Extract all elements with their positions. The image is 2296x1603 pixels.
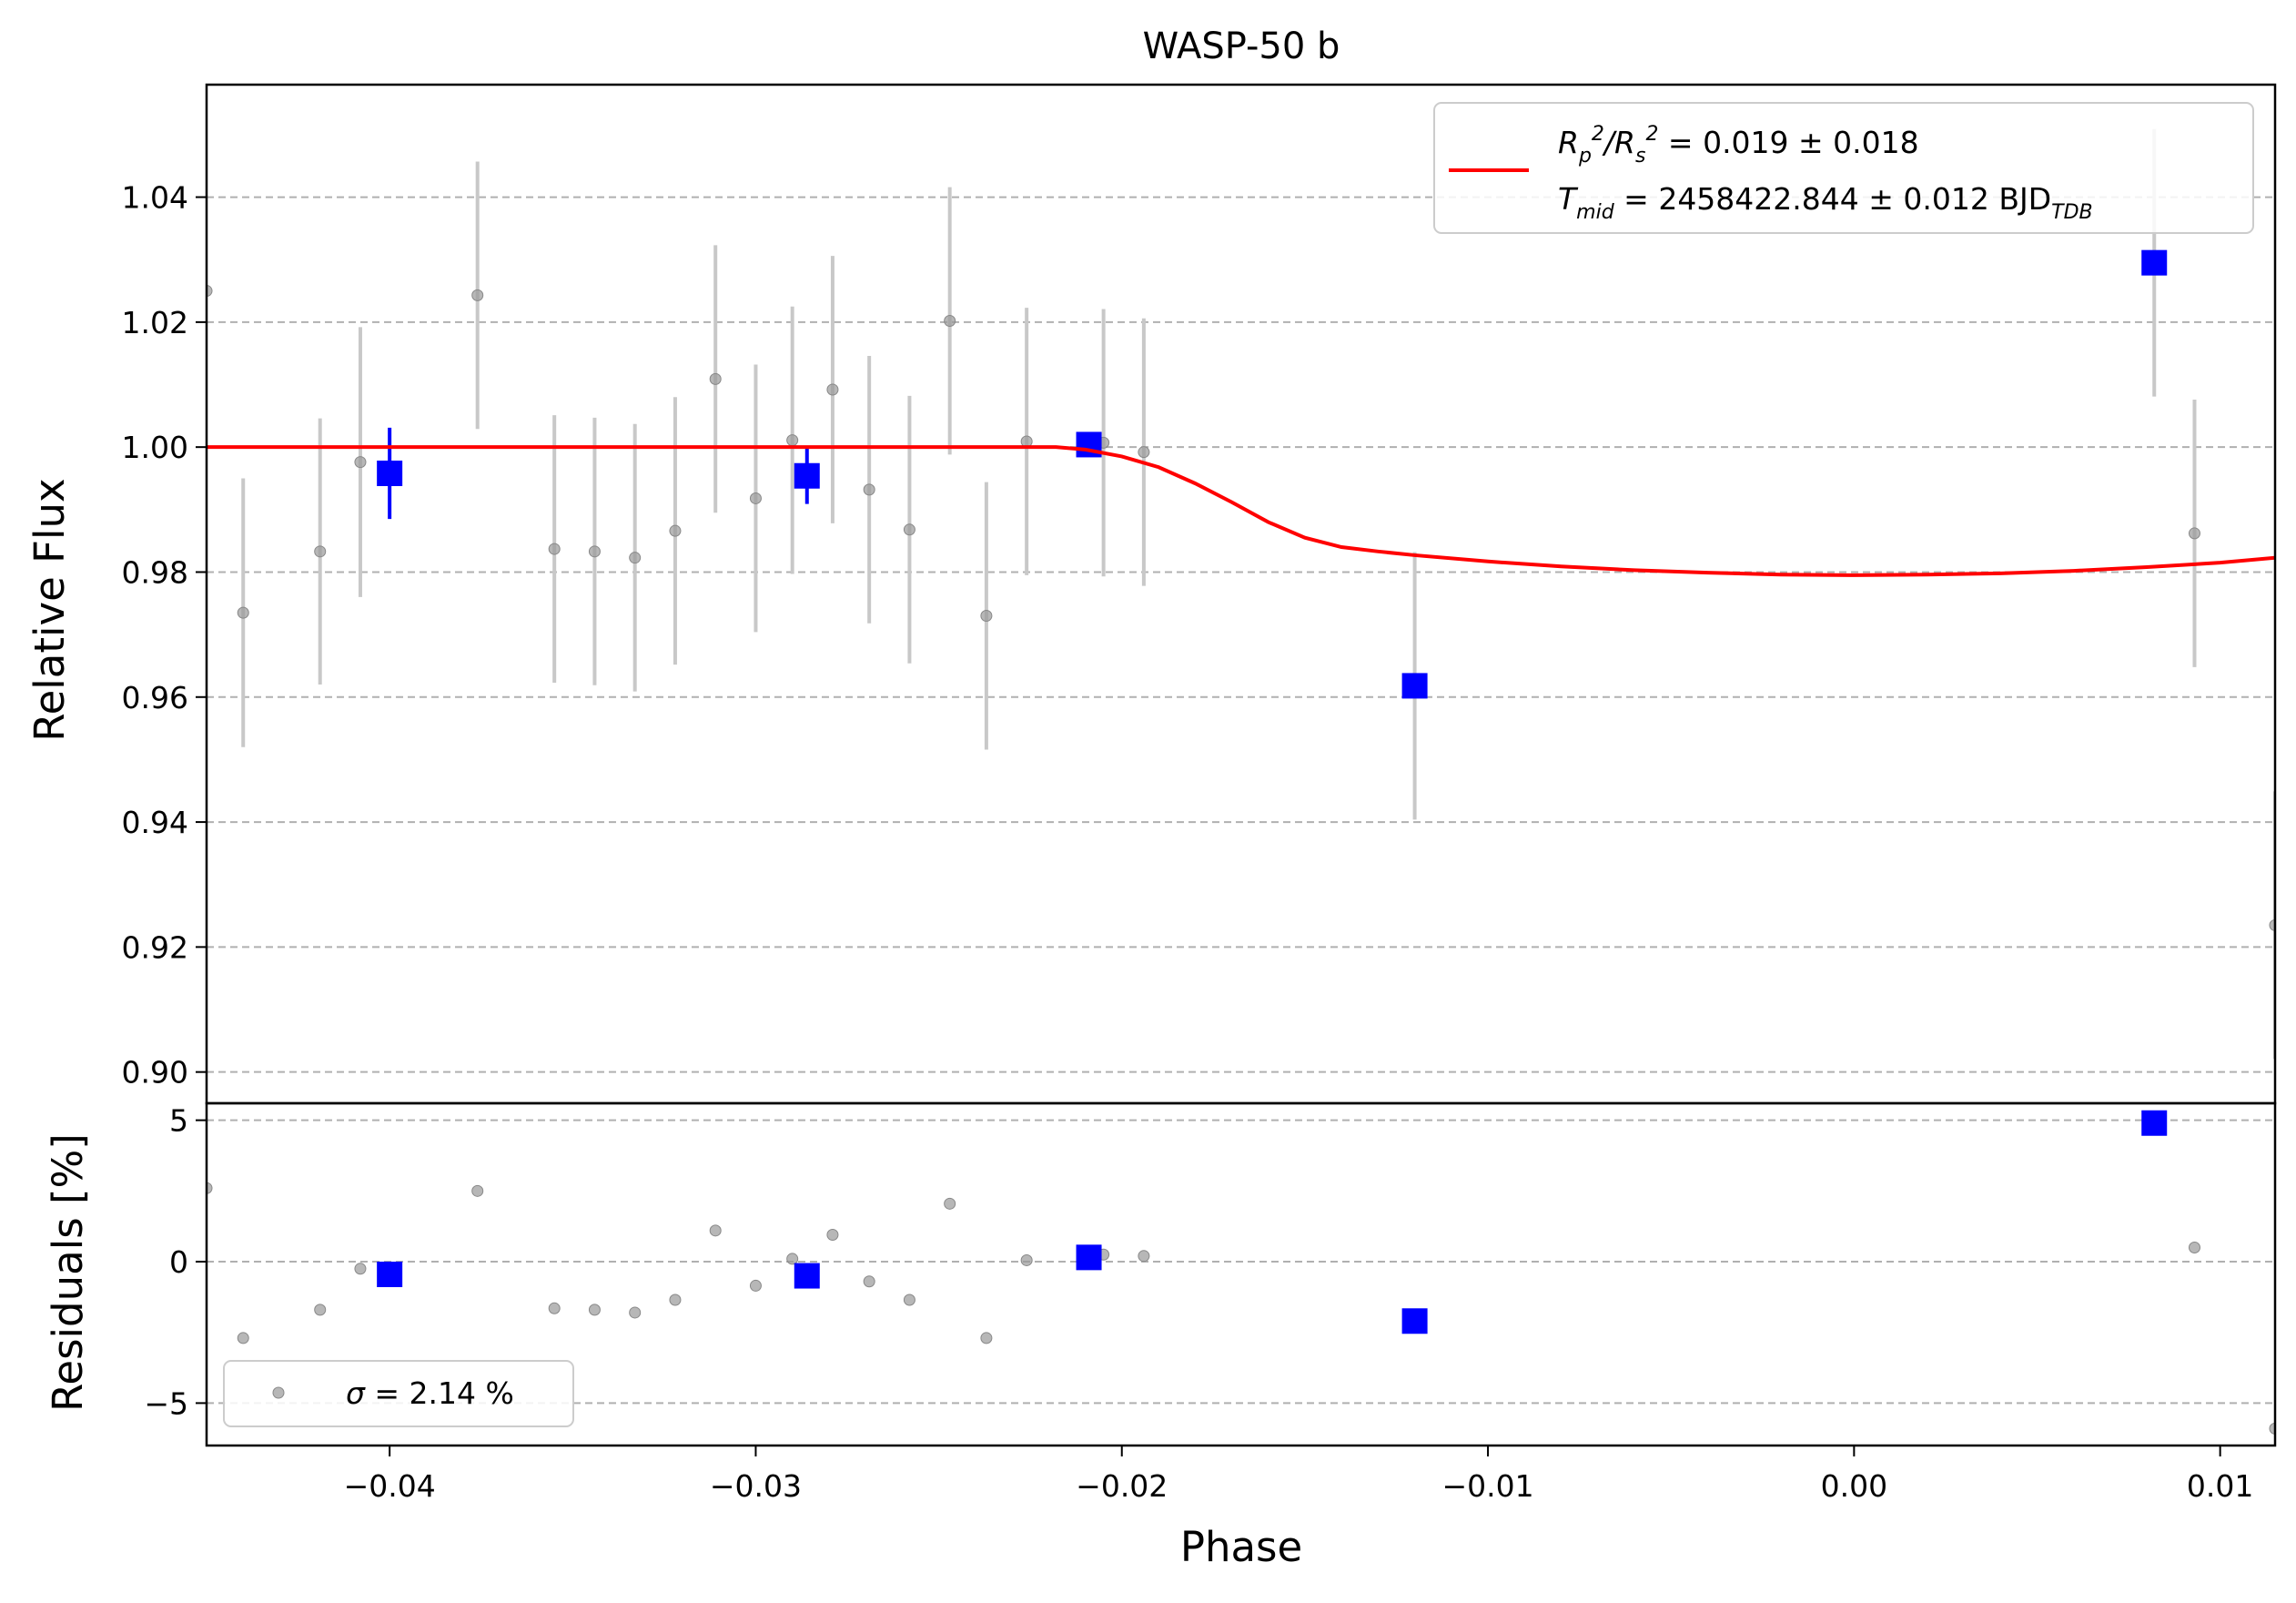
flux-data-point	[2269, 918, 2275, 931]
flux-data-point	[786, 434, 799, 447]
legend-box	[1433, 102, 2254, 234]
residuals-data-point	[2188, 1241, 2200, 1253]
legend-entry-rp-rs: Rp2/Rs2 = 0.019 ± 0.018	[1558, 123, 1919, 167]
residuals-panel: −5 0 5 −0.04 −0.03 −0.02 −0.01 0.00 0.01	[144, 1101, 2277, 1504]
residuals-data-point	[863, 1275, 875, 1288]
x-tick-label: 0.00	[1821, 1468, 1887, 1504]
residuals-data-point	[826, 1228, 839, 1241]
flux-ytick-label: 0.96	[122, 680, 188, 715]
flux-data-point	[629, 552, 642, 564]
residuals-data-point	[944, 1197, 956, 1210]
residuals-binned-point	[1076, 1244, 1102, 1271]
residuals-legend-sigma: σ = 2.14 %	[346, 1375, 514, 1411]
x-axis-label: Phase	[1180, 1523, 1302, 1571]
flux-ytick-label: 0.94	[122, 805, 188, 840]
flux-data-point	[207, 285, 213, 298]
flux-data-point	[588, 545, 601, 558]
flux-data-point	[471, 289, 484, 301]
flux-data-point	[826, 383, 839, 396]
residuals-data-point	[903, 1294, 915, 1306]
flux-data-point	[1138, 446, 1150, 459]
flux-data-point	[709, 372, 722, 385]
x-tick-label: 0.01	[2187, 1468, 2253, 1504]
flux-data-point	[944, 314, 956, 327]
x-tick-label: −0.04	[344, 1468, 436, 1504]
residuals-binned-point	[377, 1262, 403, 1287]
flux-binned-point	[2141, 249, 2168, 276]
flux-data-point	[2188, 527, 2200, 540]
flux-binned-point	[377, 461, 403, 487]
residuals-data-point	[354, 1263, 367, 1275]
flux-data-point	[548, 543, 561, 555]
flux-data-point	[749, 492, 762, 504]
residuals-data-point	[471, 1184, 484, 1197]
flux-data-point	[354, 456, 367, 469]
flux-ytick-label: 1.04	[122, 180, 188, 216]
flux-data-point	[314, 545, 327, 558]
x-tick-label: −0.01	[1441, 1468, 1533, 1504]
flux-binned-point	[1401, 673, 1428, 699]
residuals-data-point	[1020, 1253, 1033, 1266]
flux-ytick-label: 0.92	[122, 929, 188, 965]
flux-data-point	[669, 524, 682, 537]
residuals-legend: σ = 2.14 %	[223, 1360, 574, 1427]
flux-model-curve	[207, 445, 2275, 577]
flux-data-point	[980, 610, 993, 623]
y-axis-label-residuals: Residuals [%]	[44, 1133, 92, 1412]
flux-binned-point	[794, 462, 820, 489]
residuals-data-point	[588, 1304, 601, 1316]
flux-plot-area	[207, 128, 2275, 1060]
residuals-binned-point	[2141, 1110, 2168, 1136]
residuals-data-point	[207, 1182, 213, 1194]
residuals-data-point	[786, 1253, 799, 1265]
residuals-data-point	[548, 1302, 561, 1314]
chart-title: WASP-50 b	[1143, 25, 1340, 67]
flux-data-point	[903, 523, 915, 536]
residuals-data-point	[237, 1332, 249, 1344]
x-tick-label: −0.02	[1076, 1468, 1168, 1504]
flux-ytick-label: 0.98	[122, 554, 188, 590]
residuals-ytick-label: 0	[169, 1244, 188, 1280]
y-axis-label-flux: Relative Flux	[25, 478, 74, 741]
flux-ytick-label: 1.02	[122, 305, 188, 340]
flux-data-point	[863, 483, 875, 496]
residuals-data-point	[629, 1306, 642, 1319]
residuals-frame	[205, 1101, 2277, 1447]
residuals-data-point	[2269, 1422, 2275, 1435]
residuals-binned-point	[794, 1263, 820, 1289]
flux-ytick-label: 0.90	[122, 1055, 188, 1091]
residuals-data-point	[669, 1294, 682, 1306]
residuals-legend-marker	[272, 1386, 285, 1399]
flux-legend: Rp2/Rs2 = 0.019 ± 0.018 Tmid = 2458422.84…	[1433, 102, 2254, 234]
residuals-plot-area	[207, 1110, 2275, 1435]
residuals-ytick-label: 5	[169, 1103, 188, 1139]
residuals-data-point	[314, 1304, 327, 1316]
residuals-ytick-label: −5	[144, 1385, 188, 1421]
flux-panel: 0.90 0.92 0.94 0.96 0.98 1.00 1.02 1.04	[122, 83, 2277, 1105]
residuals-legend-box	[223, 1360, 574, 1427]
residuals-data-point	[980, 1332, 993, 1344]
residuals-data-point	[1138, 1250, 1150, 1263]
flux-data-point	[237, 606, 249, 619]
residuals-data-point	[749, 1279, 762, 1292]
x-tick-label: −0.03	[710, 1468, 802, 1504]
flux-ytick-label: 1.00	[122, 430, 188, 465]
flux-frame	[205, 83, 2277, 1105]
legend-entry-tmid: Tmid = 2458422.844 ± 0.012 BJDTDB	[1558, 181, 2093, 224]
residuals-binned-point	[1401, 1308, 1428, 1334]
residuals-data-point	[709, 1224, 722, 1237]
